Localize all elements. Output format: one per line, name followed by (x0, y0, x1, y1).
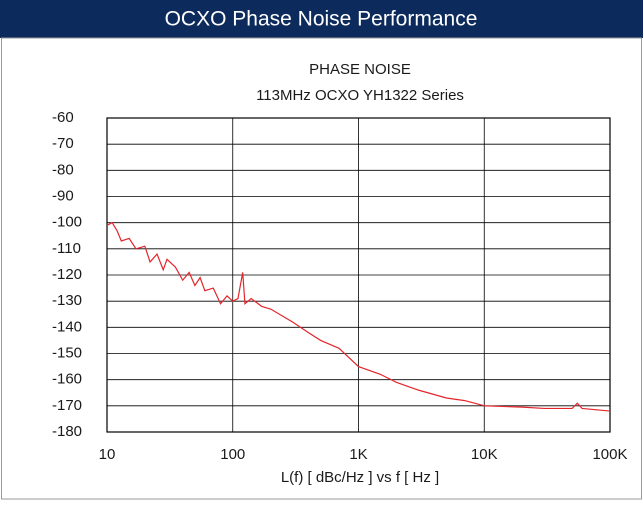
chart-title: PHASE NOISE (309, 61, 411, 78)
x-axis-label: L(f) [ dBc/Hz ] vs f [ Hz ] (281, 469, 439, 486)
y-tick-label: -70 (52, 135, 74, 152)
y-tick-label: -140 (52, 318, 82, 335)
y-tick-label: -150 (52, 344, 82, 361)
y-tick-label: -110 (52, 240, 81, 257)
y-tick-label: -130 (52, 292, 82, 309)
chart-subtitle: 113MHz OCXO YH1322 Series (256, 87, 464, 104)
data-line (106, 221, 611, 412)
y-tick-label: -100 (52, 214, 82, 231)
y-tick-label: -90 (52, 187, 74, 204)
y-tick-label: -170 (52, 397, 82, 414)
x-tick-label: 10K (471, 446, 498, 463)
y-tick-label: -120 (52, 266, 82, 283)
header-bar (0, 0, 643, 38)
x-tick-label: 1K (349, 446, 367, 463)
x-tick-label: 100 (220, 446, 245, 463)
header-title: OCXO Phase Noise Performance (165, 8, 478, 31)
y-tick-label: -160 (52, 371, 82, 388)
x-tick-label: 100K (592, 446, 627, 463)
y-tick-label: -60 (52, 109, 74, 126)
x-tick-label: 10 (99, 446, 116, 463)
y-tick-label: -80 (52, 161, 74, 178)
y-tick-label: -180 (52, 423, 82, 440)
